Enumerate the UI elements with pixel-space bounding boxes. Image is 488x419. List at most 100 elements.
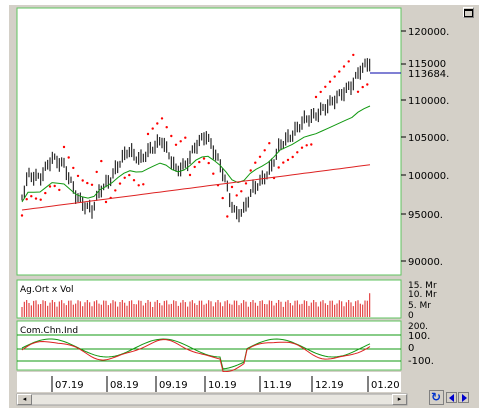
sar-dot xyxy=(198,160,201,164)
sar-dot xyxy=(100,159,103,163)
sar-dot xyxy=(58,188,61,192)
parabolic-sar-series xyxy=(20,53,369,218)
sar-dot xyxy=(352,53,355,57)
sar-dot xyxy=(207,161,210,165)
cci-tick-100: 100. xyxy=(408,331,430,342)
sar-dot xyxy=(202,157,206,160)
volume-tick-15: 15. Mr xyxy=(408,281,437,291)
volume-panel-label: Ag.Ort x Vol xyxy=(20,285,74,295)
sar-dot xyxy=(361,85,364,89)
sar-dot xyxy=(286,158,290,162)
cci-tick-minus100: -100. xyxy=(408,356,434,367)
nav-left-button[interactable] xyxy=(446,392,457,403)
sar-dot xyxy=(277,166,280,169)
sar-dot xyxy=(184,136,187,139)
sar-dot xyxy=(81,179,84,182)
sar-dot xyxy=(25,198,28,201)
moving-average-long-line xyxy=(21,164,371,211)
sar-dot xyxy=(291,155,294,159)
volume-tick-5: 5. Mr xyxy=(408,301,431,311)
sar-dot xyxy=(156,122,159,125)
volume-tick-0: 0 xyxy=(408,311,414,321)
sar-dot xyxy=(263,149,266,152)
sar-dot xyxy=(188,173,192,177)
sar-dot xyxy=(132,179,136,182)
price-tick-120000: 120000. xyxy=(408,27,449,38)
price-tick-105000: 105000. xyxy=(408,133,449,144)
sar-dot xyxy=(165,126,168,129)
sar-dot xyxy=(324,85,327,89)
sar-dot xyxy=(314,95,318,99)
cci-panel-label: Com.Chn.Ind xyxy=(20,326,78,336)
sar-dot xyxy=(300,146,304,149)
sar-dot xyxy=(212,172,215,175)
volume-tick-10: 10. Mr xyxy=(408,290,437,300)
sar-dot xyxy=(226,215,229,218)
sar-dot xyxy=(244,182,248,185)
time-label-12-19: 12.19 xyxy=(315,380,344,391)
sar-dot xyxy=(142,183,145,186)
refresh-button[interactable]: ↻ xyxy=(429,390,444,405)
sar-dot xyxy=(366,83,369,86)
cci-panel xyxy=(16,320,402,371)
horizontal-scrollbar[interactable] xyxy=(16,393,408,406)
arrow-left-icon xyxy=(449,394,454,402)
maximize-icon xyxy=(464,9,473,17)
sar-dot xyxy=(338,70,341,73)
price-tick-95000: 95000. xyxy=(408,210,443,221)
sar-dot xyxy=(249,169,252,172)
sar-dot xyxy=(30,195,33,198)
sar-dot xyxy=(48,185,52,188)
sar-dot xyxy=(328,80,332,83)
sar-dot xyxy=(44,191,47,195)
nav-right-button[interactable] xyxy=(458,392,469,403)
sar-dot xyxy=(193,165,196,169)
arrow-right-icon xyxy=(462,394,467,402)
sar-dot xyxy=(254,161,257,164)
sar-dot xyxy=(151,127,154,130)
sar-dot xyxy=(170,134,173,138)
price-tick-90000: 90000. xyxy=(408,257,443,268)
time-label-07-19: 07.19 xyxy=(55,380,84,391)
price-bar-series xyxy=(21,58,371,223)
sar-dot xyxy=(123,176,126,179)
sar-dot xyxy=(118,182,122,185)
sar-dot xyxy=(137,184,140,187)
sar-dot xyxy=(282,161,285,164)
maximize-button[interactable] xyxy=(463,7,474,18)
sar-dot xyxy=(76,174,80,178)
sar-dot xyxy=(296,151,299,154)
scroll-right-icon: ▸ xyxy=(397,395,402,403)
scroll-right-button[interactable]: ▸ xyxy=(392,394,407,405)
sar-dot xyxy=(174,143,178,146)
sar-dot xyxy=(72,166,75,170)
sar-dot xyxy=(258,155,262,158)
sar-dot xyxy=(319,90,322,94)
time-label-01-20: 01.20 xyxy=(371,380,400,391)
sar-dot xyxy=(356,90,360,94)
sar-dot xyxy=(95,170,98,174)
price-tick-115000: 115000 xyxy=(408,59,446,70)
sar-dot xyxy=(90,183,94,186)
sar-dot xyxy=(235,194,238,197)
last-price-label: 113684. xyxy=(408,69,449,80)
sar-dot xyxy=(128,173,131,177)
scroll-left-button[interactable]: ◂ xyxy=(17,394,32,405)
sar-dot xyxy=(20,214,24,217)
time-label-08-19: 08.19 xyxy=(110,380,139,391)
sar-dot xyxy=(34,197,38,200)
sar-dot xyxy=(146,132,150,136)
sar-dot xyxy=(179,140,182,143)
sar-dot xyxy=(104,200,108,204)
refresh-icon: ↻ xyxy=(431,390,442,404)
sar-dot xyxy=(67,156,70,159)
sar-dot xyxy=(310,143,313,146)
sar-dot xyxy=(240,190,243,193)
time-label-09-19: 09.19 xyxy=(159,380,188,391)
sar-dot xyxy=(268,142,271,145)
cci-signal-line xyxy=(21,339,371,373)
sar-dot xyxy=(342,65,346,68)
price-tick-100000: 100000. xyxy=(408,171,449,182)
sar-dot xyxy=(114,189,117,192)
